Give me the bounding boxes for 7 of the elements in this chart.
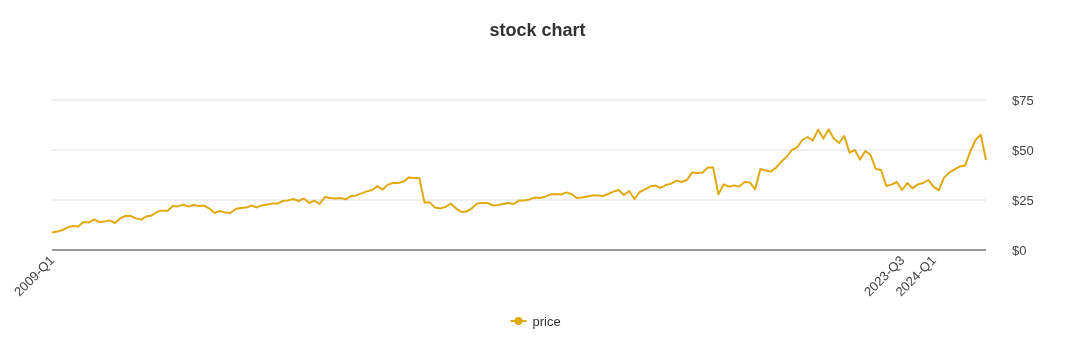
y-tick-label: $75 xyxy=(1012,92,1034,108)
chart-title: stock chart xyxy=(489,20,586,40)
y-tick-label: $50 xyxy=(1012,142,1034,158)
y-tick-label: $25 xyxy=(1012,192,1034,208)
legend-label: price xyxy=(532,313,561,329)
y-tick-label: $0 xyxy=(1012,242,1027,258)
line-series xyxy=(51,128,987,234)
